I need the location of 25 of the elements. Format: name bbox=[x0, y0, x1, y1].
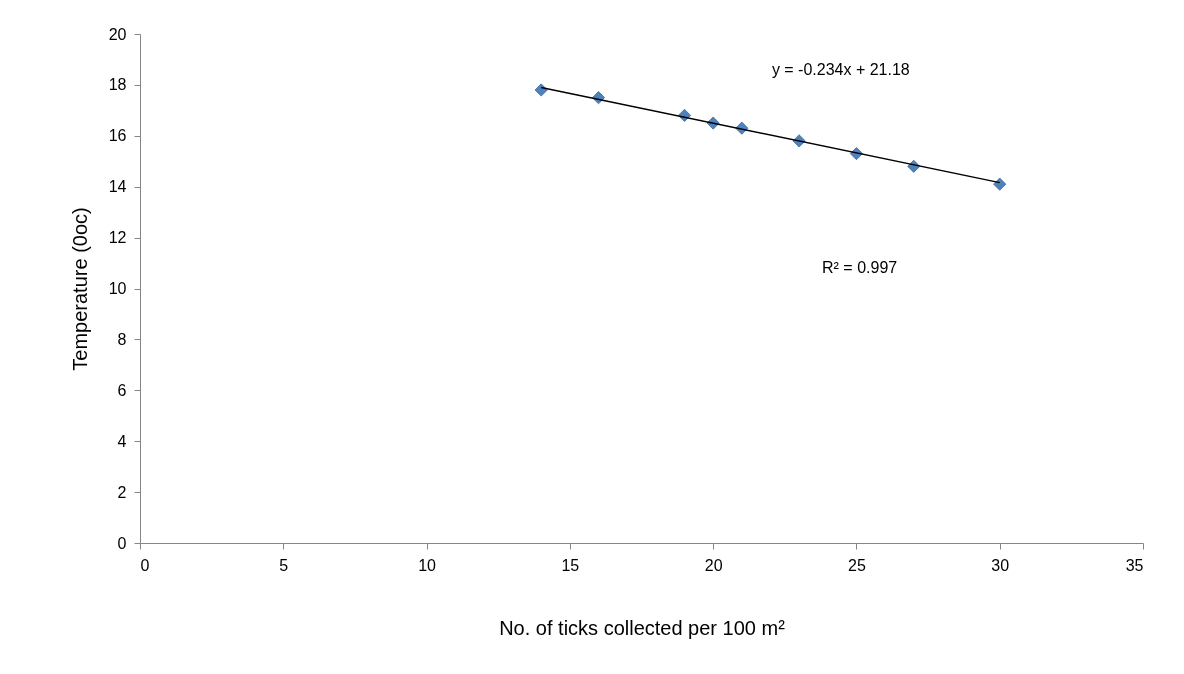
y-tick-label: 20 bbox=[108, 25, 127, 43]
y-tick-label: 16 bbox=[108, 127, 127, 145]
x-tick-label: 5 bbox=[279, 556, 289, 574]
y-tick-label: 4 bbox=[117, 432, 127, 450]
y-axis-title: Temperature (0oc) bbox=[68, 207, 91, 371]
y-tick-label: 18 bbox=[108, 76, 127, 94]
y-tick-label: 6 bbox=[117, 381, 127, 399]
y-tick-label: 14 bbox=[108, 178, 127, 196]
y-tick-label: 2 bbox=[117, 483, 127, 501]
x-axis-title: No. of ticks collected per 100 m² bbox=[499, 616, 786, 639]
x-tick-label: 30 bbox=[991, 556, 1010, 574]
annotation: y = -0.234x + 21.18 bbox=[771, 60, 910, 78]
y-tick-label: 0 bbox=[117, 534, 127, 552]
x-tick-label: 0 bbox=[140, 556, 150, 574]
y-tick-label: 12 bbox=[108, 229, 127, 247]
x-tick-label: 35 bbox=[1125, 556, 1144, 574]
x-tick-label: 15 bbox=[561, 556, 580, 574]
x-tick-label: 10 bbox=[418, 556, 437, 574]
point bbox=[534, 83, 548, 97]
x-tick-label: 25 bbox=[848, 556, 866, 574]
y-tick-label: 8 bbox=[117, 330, 127, 348]
point bbox=[993, 177, 1007, 191]
y-tick-label: 10 bbox=[108, 280, 127, 297]
x-tick-label: 20 bbox=[704, 556, 723, 574]
annotation: R² = 0.997 bbox=[822, 259, 898, 277]
